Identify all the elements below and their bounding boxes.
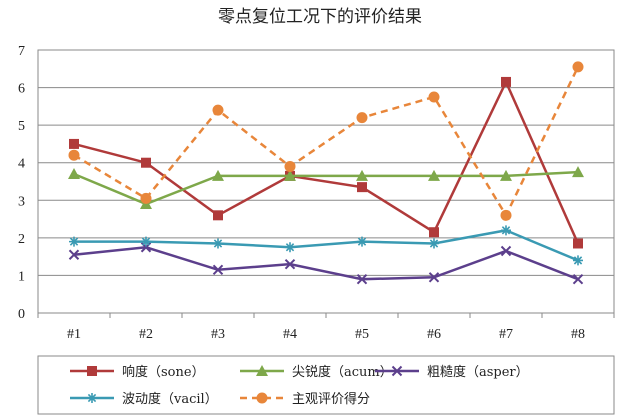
data-point	[356, 273, 368, 285]
x-tick-label: #8	[571, 327, 585, 342]
data-point	[284, 169, 296, 181]
x-axis: #1 #2 #3 #4 #5 #6 #7 #8	[37, 313, 615, 342]
y-tick-label: 0	[18, 307, 25, 322]
legend-item: 响度（sone）	[70, 364, 205, 380]
y-tick-label: 1	[18, 269, 25, 284]
x-tick-label: #1	[67, 327, 81, 342]
data-point	[284, 258, 296, 270]
data-point	[572, 61, 584, 73]
data-point	[572, 166, 584, 178]
data-point	[500, 245, 512, 257]
data-point	[500, 169, 512, 181]
y-tick-label: 7	[18, 44, 25, 59]
legend-swatch-marker	[256, 365, 268, 376]
series-line	[73, 78, 580, 245]
data-point	[212, 169, 224, 181]
legend-swatch-marker	[256, 392, 268, 404]
data-point	[357, 182, 367, 193]
data-point	[141, 157, 151, 168]
data-point	[68, 249, 80, 260]
series-line	[73, 245, 579, 281]
series-line	[74, 229, 579, 262]
series-5	[68, 61, 584, 221]
legend-swatch-marker	[391, 365, 403, 377]
data-point	[356, 112, 368, 124]
legend-label: 粗糙度（asper）	[427, 364, 529, 380]
y-axis: 0 1 2 3 4 5 6 7	[18, 44, 25, 322]
data-point	[356, 169, 368, 181]
legend-label: 响度（sone）	[122, 364, 205, 380]
x-tick-label: #7	[499, 327, 513, 342]
data-point	[141, 236, 151, 247]
legend-box	[37, 355, 615, 415]
x-tick-label: #6	[427, 327, 441, 342]
y-tick-label: 4	[18, 157, 25, 172]
legend-swatch-marker	[87, 366, 97, 376]
y-tick-label: 5	[18, 119, 25, 134]
data-point	[573, 255, 583, 266]
data-point	[213, 238, 223, 249]
legend-label: 波动度（vacil）	[122, 391, 218, 407]
series-4	[69, 225, 583, 266]
data-point	[212, 264, 224, 276]
legend-swatch-marker	[87, 393, 97, 403]
data-point	[285, 242, 295, 253]
data-point	[501, 76, 511, 87]
y-tick-label: 6	[18, 82, 25, 97]
data-point	[428, 91, 440, 103]
legend-item: 主观评价得分	[240, 391, 370, 407]
series-line	[73, 66, 580, 218]
data-point	[573, 238, 583, 249]
series-line	[73, 170, 579, 206]
data-point	[284, 160, 296, 172]
data-point	[212, 104, 224, 116]
x-tick-label: #5	[355, 327, 369, 342]
y-tick-label: 3	[18, 194, 25, 209]
series-3	[68, 242, 584, 285]
legend-item: 波动度（vacil）	[70, 391, 218, 407]
data-point	[429, 238, 439, 249]
data-point	[213, 210, 223, 221]
data-point	[69, 138, 79, 149]
data-point	[428, 272, 440, 283]
data-point	[428, 169, 440, 181]
data-point	[572, 273, 584, 285]
legend-label: 主观评价得分	[292, 391, 370, 407]
data-point	[500, 209, 512, 221]
data-point	[68, 149, 80, 161]
chart-title: 零点复位工况下的评价结果	[218, 7, 422, 27]
series-group	[68, 61, 584, 285]
x-tick-label: #4	[283, 327, 297, 342]
y-tick-label: 2	[18, 232, 25, 247]
data-point	[68, 167, 80, 179]
data-point	[357, 236, 367, 247]
data-point	[429, 227, 439, 238]
legend-item: 粗糙度（asper）	[375, 364, 529, 380]
legend-item: 尖锐度（acum）	[240, 364, 393, 380]
data-point	[140, 192, 152, 204]
x-tick-label: #2	[139, 327, 153, 342]
legend: 响度（sone） 尖锐度（acum） 粗糙度（asper） 波动度（vacil） 主观评…	[70, 364, 529, 407]
data-point	[501, 225, 511, 236]
x-tick-label: #3	[211, 327, 225, 342]
legend-label: 尖锐度（acum）	[292, 364, 393, 380]
data-point	[69, 236, 79, 247]
